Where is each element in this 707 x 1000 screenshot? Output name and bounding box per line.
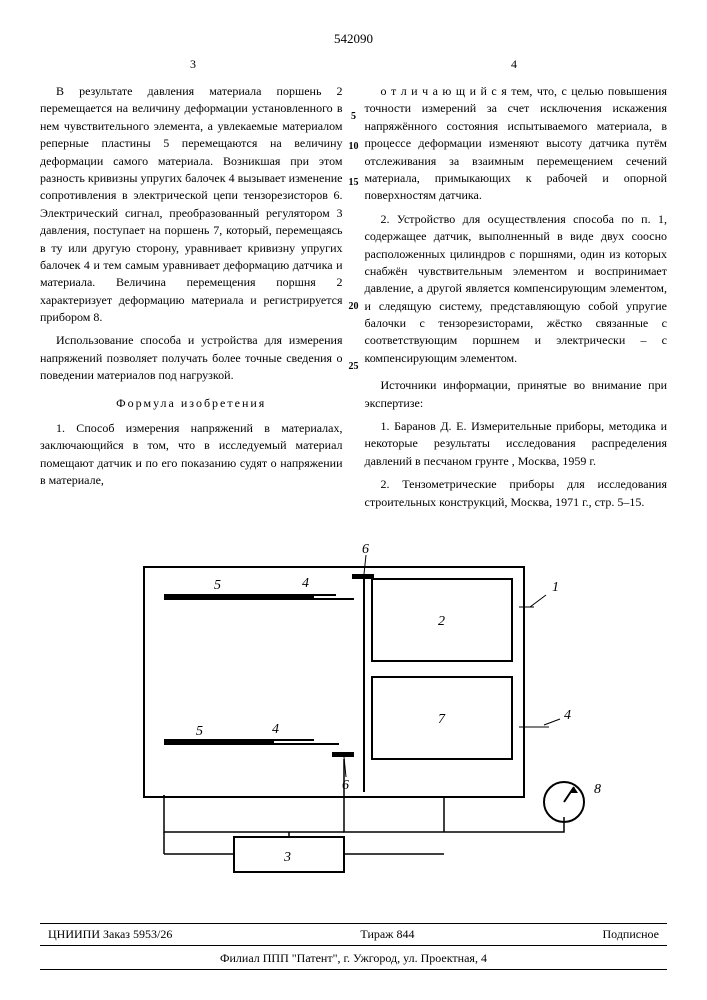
source-item: 2. Тензометрические приборы для исследов… <box>365 476 668 511</box>
para: 2. Устройство для осуществления способа … <box>365 211 668 368</box>
para: о т л и ч а ю щ и й с я тем, что, с цель… <box>365 83 668 205</box>
footer-order: ЦНИИПИ Заказ 5953/26 <box>48 926 172 943</box>
footer-sign: Подписное <box>603 926 660 943</box>
line-marker-5: 5 <box>351 110 356 124</box>
footer-tirazh: Тираж 844 <box>360 926 414 943</box>
fig-label-5b: 5 <box>196 724 203 739</box>
fig-label-5: 5 <box>214 578 221 593</box>
footer: ЦНИИПИ Заказ 5953/26 Тираж 844 Подписное… <box>40 923 667 970</box>
sources-title: Источники информации, принятые во вниман… <box>365 377 668 412</box>
fig-label-6: 6 <box>362 542 369 557</box>
fig-label-6b: 6 <box>342 778 349 793</box>
para: В результате давления материала поршень … <box>40 83 343 326</box>
fig-label-3: 3 <box>283 850 291 865</box>
line-marker-10: 10 <box>349 140 359 154</box>
fig-label-4: 4 <box>302 576 309 591</box>
schematic-figure: 6 5 4 1 2 7 4 5 4 6 3 8 <box>40 537 667 882</box>
left-column: В результате давления материала поршень … <box>40 83 343 517</box>
formula-title: Формула изобретения <box>40 395 343 412</box>
fig-label-4c: 4 <box>272 722 279 737</box>
line-marker-25: 25 <box>349 360 359 374</box>
patent-number: 542090 <box>40 30 667 48</box>
para: 1. Способ измерения напряжений в материа… <box>40 420 343 490</box>
fig-label-1: 1 <box>552 580 559 595</box>
para: Использование способа и устройства для и… <box>40 332 343 384</box>
fig-label-7: 7 <box>438 712 446 727</box>
fig-label-2: 2 <box>438 614 445 629</box>
line-marker-20: 20 <box>349 300 359 314</box>
page-num-left: 3 <box>190 56 196 73</box>
page-num-right: 4 <box>511 56 517 73</box>
right-column: о т л и ч а ю щ и й с я тем, что, с цель… <box>365 83 668 517</box>
footer-address: Филиал ППП "Патент", г. Ужгород, ул. Про… <box>40 948 667 970</box>
fig-label-8: 8 <box>594 782 601 797</box>
fig-label-4b: 4 <box>564 708 571 723</box>
line-marker-15: 15 <box>349 176 359 190</box>
source-item: 1. Баранов Д. Е. Измерительные приборы, … <box>365 418 668 470</box>
